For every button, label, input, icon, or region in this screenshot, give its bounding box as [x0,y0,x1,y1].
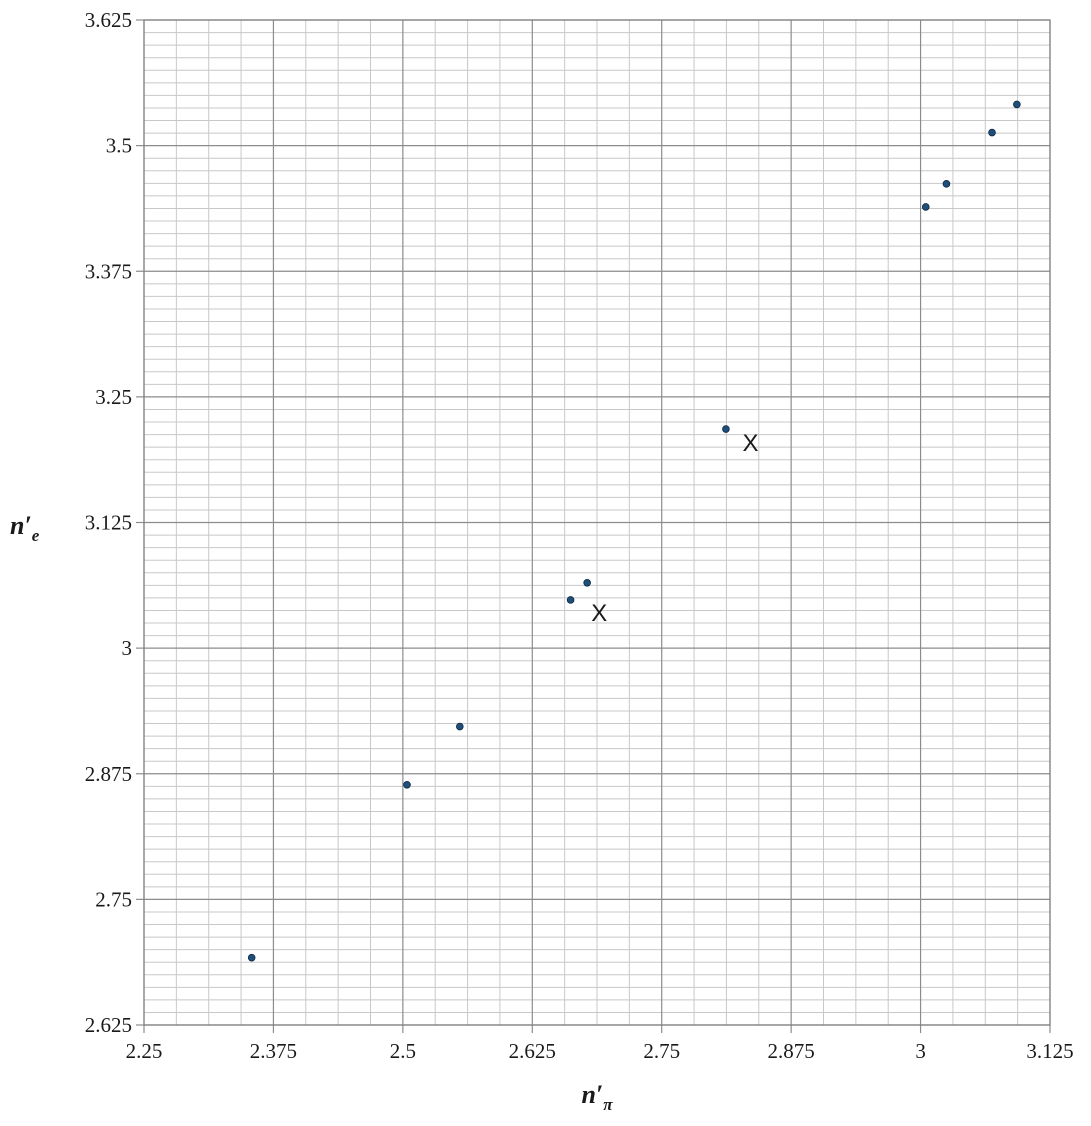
x-tick-label: 2.75 [643,1039,680,1063]
x-tick-label: 3 [915,1039,926,1063]
x-axis-tick-labels: 2.25 2.375 2.5 2.625 2.75 2.875 3 3.125 [126,1039,1074,1063]
y-tick-label: 3.625 [85,8,132,32]
y-tick-label: 3.375 [85,259,132,283]
y-tick-label: 2.875 [85,762,132,786]
x-tick-label: 3.125 [1026,1039,1073,1063]
x-axis-label-subscript: π [603,1095,613,1114]
y-axis-label-subscript: e [32,526,40,545]
major-gridlines [136,19,1051,1033]
x-tick-label: 2.375 [250,1039,297,1063]
annotation-label: X [742,430,758,457]
data-points [247,100,1021,962]
y-tick-label: 3.125 [85,511,132,535]
x-axis-label: n′π [581,1080,613,1114]
annotations: XX [591,430,758,627]
y-axis-label: n′e [10,511,40,545]
data-point [1013,100,1021,109]
annotation-label: X [591,600,607,627]
y-tick-label: 3.5 [106,134,132,158]
data-point [583,578,591,587]
data-point [247,953,256,962]
data-point [921,203,930,211]
y-tick-label: 2.625 [85,1013,132,1037]
plot-area-frame [143,19,1051,1026]
data-point [722,425,730,433]
y-tick-label: 3 [122,636,133,660]
x-tick-label: 2.25 [126,1039,163,1063]
y-axis-tick-labels: 2.625 2.75 2.875 3 3.125 3.25 3.375 3.5 3.625 [85,8,132,1037]
data-point [456,722,464,731]
x-tick-label: 2.625 [509,1039,556,1063]
y-tick-label: 3.25 [95,385,132,409]
data-point [942,180,951,188]
x-tick-label: 2.5 [390,1039,416,1063]
data-point [988,128,996,137]
x-tick-label: 2.875 [768,1039,815,1063]
data-point [566,596,575,604]
y-tick-label: 2.75 [95,887,132,911]
data-point [403,781,411,789]
